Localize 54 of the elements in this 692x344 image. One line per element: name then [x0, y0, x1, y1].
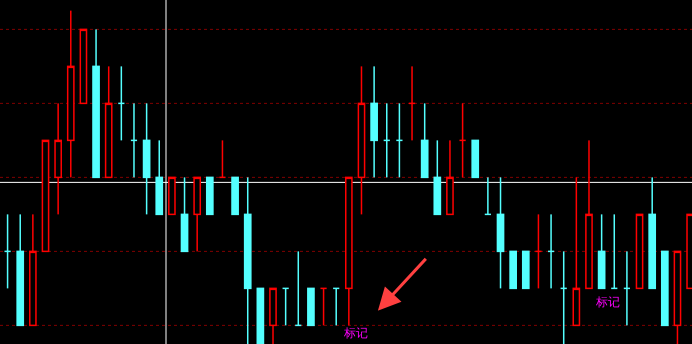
candlestick — [320, 288, 328, 326]
candlestick — [598, 214, 606, 290]
candlestick — [244, 176, 252, 344]
candlestick — [623, 250, 631, 326]
candlestick — [534, 214, 542, 290]
candlestick — [458, 102, 466, 178]
candlestick — [42, 140, 50, 252]
candlestick — [206, 176, 214, 216]
candlestick — [433, 140, 442, 216]
candlestick — [585, 140, 593, 290]
candlestick — [572, 176, 580, 326]
candlestick — [142, 102, 150, 216]
candlestick — [307, 288, 315, 326]
candlestick — [660, 250, 669, 326]
candlestick — [92, 28, 100, 178]
candlestick — [345, 176, 353, 326]
annotation: 标记 — [343, 326, 368, 340]
candlestick — [130, 102, 138, 178]
candlestick — [29, 214, 37, 326]
candlestick — [522, 250, 530, 290]
candlestick — [104, 66, 113, 178]
candlestick — [231, 176, 239, 216]
candlestick — [155, 140, 164, 216]
candlestick — [420, 102, 429, 178]
candlestick — [66, 10, 75, 178]
candlestick — [547, 214, 555, 290]
candlestick — [193, 176, 202, 252]
candlestick — [496, 176, 504, 290]
candlestick — [218, 140, 226, 178]
candlestick — [358, 66, 366, 216]
candlestick — [509, 250, 517, 290]
candlestick — [648, 176, 656, 290]
candlestick — [471, 140, 480, 178]
candlestick — [636, 214, 644, 290]
candlestick — [54, 102, 62, 216]
candlestick — [168, 176, 176, 216]
candlestick — [610, 214, 618, 290]
candlestick — [370, 66, 378, 178]
candlestick — [332, 288, 340, 326]
candlestick — [282, 288, 290, 326]
candlestick — [80, 28, 88, 104]
candlestick — [446, 140, 454, 216]
candlestick — [256, 288, 264, 344]
candlestick — [117, 66, 126, 142]
candlestick — [382, 102, 391, 178]
candlestick — [408, 66, 416, 142]
candlestick — [396, 102, 404, 178]
candlestick — [560, 250, 568, 344]
candlestick — [180, 176, 188, 252]
candlestick — [484, 176, 492, 216]
candlestick — [4, 214, 12, 290]
candlestick — [294, 250, 302, 326]
annotation: 标记 — [595, 295, 620, 309]
candlestick — [16, 214, 24, 326]
